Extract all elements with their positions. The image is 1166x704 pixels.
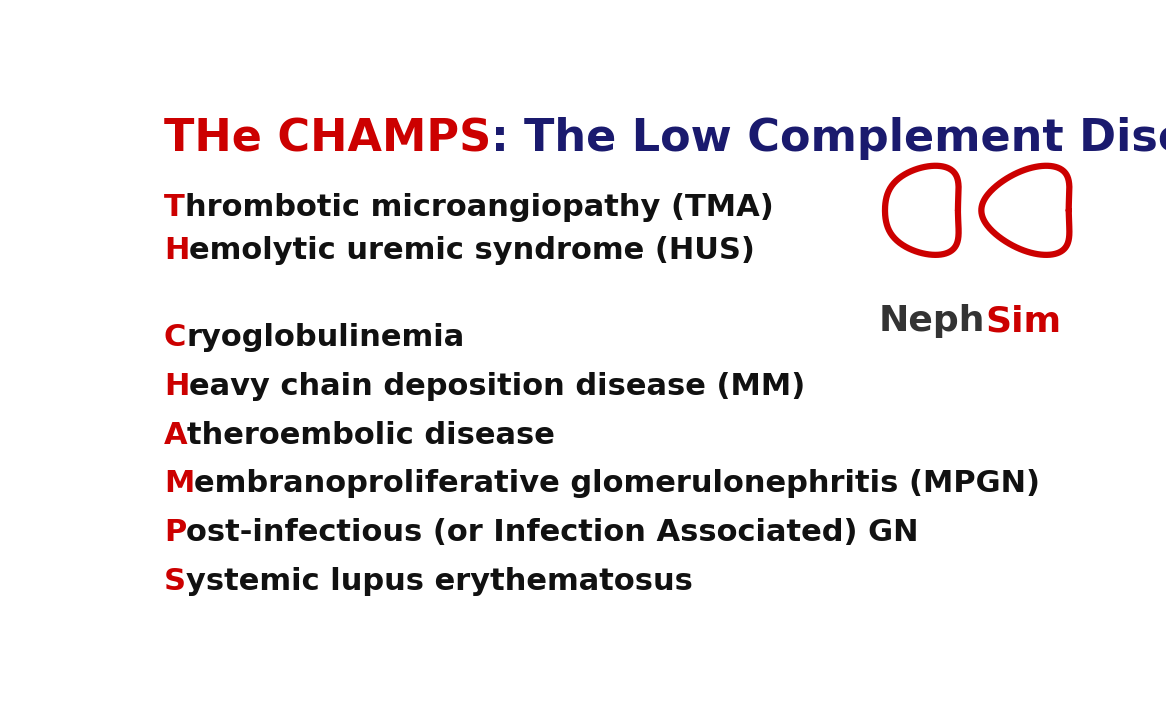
- Text: theroembolic disease: theroembolic disease: [188, 420, 555, 450]
- Text: H: H: [163, 237, 189, 265]
- Text: hrombotic microangiopathy (TMA): hrombotic microangiopathy (TMA): [184, 193, 773, 222]
- Text: The Low Complement Diseases: The Low Complement Diseases: [525, 117, 1166, 160]
- Text: ystemic lupus erythematosus: ystemic lupus erythematosus: [185, 567, 693, 596]
- Text: T: T: [163, 193, 184, 222]
- Text: THe CHAMPS: THe CHAMPS: [163, 117, 491, 160]
- Text: A: A: [163, 420, 188, 450]
- Text: Sim: Sim: [985, 304, 1061, 338]
- Text: Neph: Neph: [879, 304, 985, 338]
- Text: ryoglobulinemia: ryoglobulinemia: [187, 323, 464, 352]
- Text: C: C: [163, 323, 187, 352]
- Text: ost-infectious (or Infection Associated) GN: ost-infectious (or Infection Associated)…: [187, 518, 919, 547]
- Text: emolytic uremic syndrome (HUS): emolytic uremic syndrome (HUS): [189, 237, 756, 265]
- Text: embranoproliferative glomerulonephritis (MPGN): embranoproliferative glomerulonephritis …: [195, 470, 1040, 498]
- Text: M: M: [163, 470, 195, 498]
- Text: eavy chain deposition disease (MM): eavy chain deposition disease (MM): [189, 372, 806, 401]
- Text: :: :: [491, 117, 525, 160]
- Text: S: S: [163, 567, 185, 596]
- Text: P: P: [163, 518, 187, 547]
- Text: H: H: [163, 372, 189, 401]
